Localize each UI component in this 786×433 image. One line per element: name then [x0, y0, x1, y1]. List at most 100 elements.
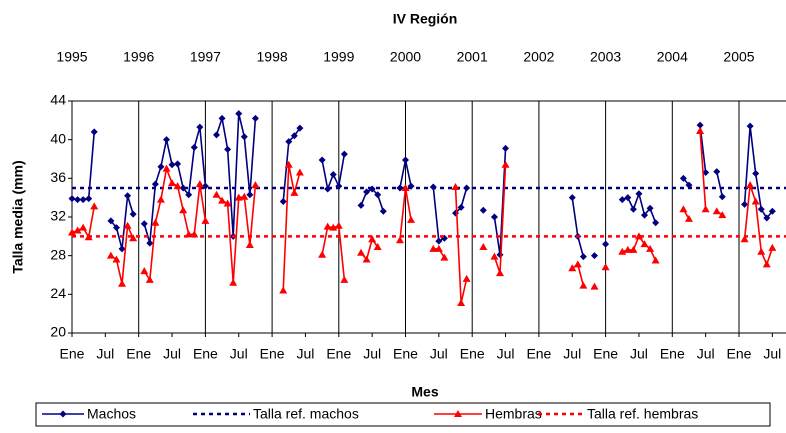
marker-triangle: [746, 181, 755, 189]
series-line: [215, 113, 257, 237]
y-tick-label: 28: [50, 246, 66, 262]
marker-triangle: [651, 256, 660, 264]
series-line: [282, 127, 301, 202]
marker-triangle: [123, 221, 132, 229]
marker-diamond: [190, 143, 198, 151]
series-line: [699, 130, 707, 210]
marker-triangle: [179, 206, 188, 214]
marker-triangle: [340, 275, 349, 283]
marker-triangle: [329, 223, 338, 231]
x-tick-label: Jul: [96, 346, 114, 362]
marker-diamond: [162, 136, 170, 144]
marker-diamond: [490, 213, 498, 221]
marker-diamond: [568, 194, 576, 202]
marker-triangle: [440, 253, 449, 261]
marker-diamond: [79, 196, 87, 204]
chart-title: IV Región: [393, 11, 458, 27]
y-tick-label: 24: [50, 285, 66, 301]
marker-diamond: [718, 193, 726, 201]
marker-triangle: [357, 248, 366, 256]
x-tick-label: Ene: [460, 346, 485, 362]
marker-triangle: [757, 247, 766, 255]
marker-triangle: [279, 286, 288, 294]
y-tick-label: 32: [50, 208, 66, 224]
year-label: 1998: [257, 49, 288, 65]
marker-diamond: [752, 170, 760, 177]
marker-diamond: [590, 252, 598, 260]
marker-triangle: [640, 240, 649, 248]
year-label: 2004: [657, 49, 688, 65]
marker-diamond: [90, 128, 98, 136]
marker-triangle: [168, 179, 177, 187]
marker-diamond: [196, 123, 204, 131]
marker-triangle: [684, 214, 693, 222]
marker-triangle: [618, 247, 627, 255]
marker-triangle: [223, 199, 232, 207]
series-line: [71, 131, 96, 201]
y-tick-label: 20: [50, 324, 66, 340]
marker-diamond: [235, 110, 243, 118]
marker-diamond: [629, 205, 637, 213]
marker-diamond: [168, 161, 176, 169]
x-tick-label: Jul: [563, 346, 581, 362]
marker-triangle: [234, 193, 243, 201]
marker-triangle: [429, 244, 438, 252]
legend-label: Talla ref. hembras: [587, 406, 698, 422]
marker-triangle: [590, 282, 599, 290]
marker-diamond: [379, 207, 387, 215]
marker-diamond: [285, 138, 293, 146]
x-tick-label: Ene: [660, 346, 685, 362]
marker-triangle: [712, 207, 721, 215]
marker-triangle: [295, 168, 304, 176]
series-line: [282, 164, 301, 291]
marker-triangle: [479, 242, 488, 250]
marker-diamond: [457, 203, 465, 211]
marker-diamond: [579, 253, 587, 261]
year-label: 2000: [390, 49, 421, 65]
marker-triangle: [701, 205, 710, 213]
marker-diamond: [502, 144, 510, 152]
marker-diamond: [218, 114, 226, 122]
marker-diamond: [624, 194, 632, 202]
marker-triangle: [112, 255, 121, 263]
y-tick-label: 36: [50, 169, 66, 185]
marker-diamond: [68, 195, 76, 203]
marker-triangle: [218, 196, 227, 204]
marker-triangle: [490, 252, 499, 260]
marker-triangle: [407, 215, 416, 223]
x-tick-label: Jul: [163, 346, 181, 362]
marker-triangle: [284, 160, 293, 168]
x-tick-label: Jul: [363, 346, 381, 362]
marker-triangle: [251, 181, 260, 189]
marker-diamond: [713, 168, 721, 176]
marker-triangle: [495, 269, 504, 277]
marker-diamond: [652, 219, 660, 227]
marker-triangle: [334, 221, 343, 229]
marker-diamond: [757, 205, 765, 213]
marker-triangle: [718, 211, 727, 219]
marker-triangle: [696, 126, 705, 134]
y-tick-label: 44: [50, 92, 66, 108]
marker-triangle: [454, 410, 462, 417]
marker-triangle: [573, 260, 582, 268]
marker-diamond: [246, 191, 254, 199]
x-tick-label: Ene: [727, 346, 752, 362]
marker-triangle: [212, 190, 221, 198]
year-label: 2003: [590, 49, 621, 65]
x-tick-label: Ene: [193, 346, 218, 362]
x-tick-label: Ene: [126, 346, 151, 362]
marker-triangle: [451, 183, 460, 191]
legend-box: [35, 402, 771, 427]
marker-diamond: [763, 214, 771, 222]
marker-triangle: [195, 180, 204, 188]
marker-diamond: [746, 122, 754, 130]
year-label: 1995: [56, 49, 87, 65]
marker-diamond: [646, 204, 654, 212]
x-tick-label: Jul: [230, 346, 248, 362]
marker-diamond: [151, 180, 159, 188]
marker-diamond: [479, 206, 487, 214]
marker-triangle: [501, 160, 510, 168]
year-label: 1999: [323, 49, 354, 65]
marker-triangle: [145, 275, 154, 283]
